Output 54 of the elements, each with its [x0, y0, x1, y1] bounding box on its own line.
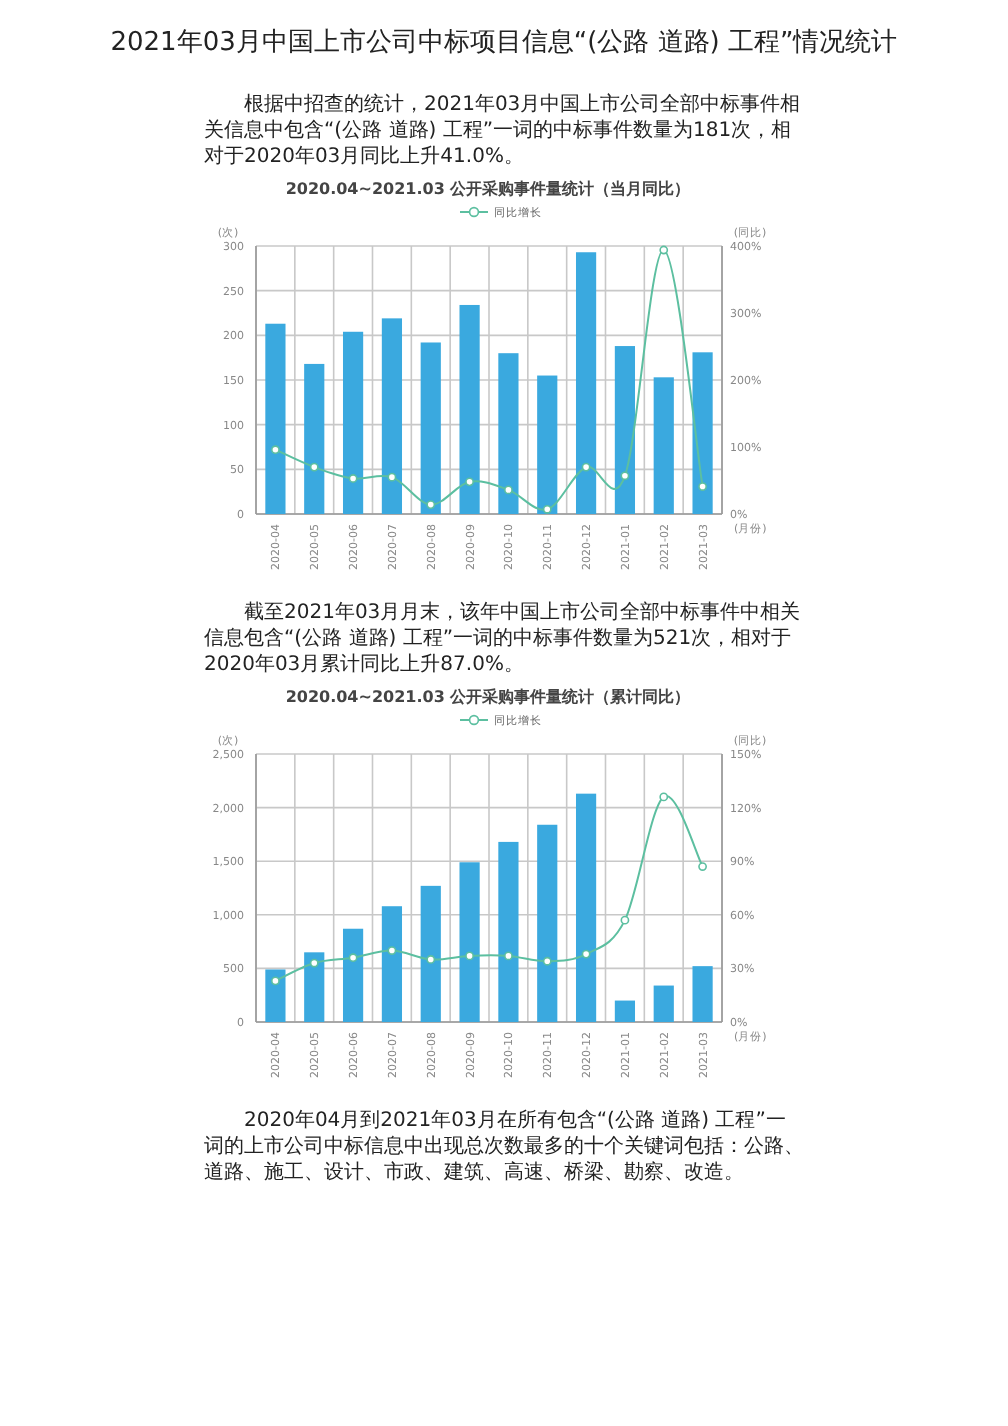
point [698, 862, 707, 871]
bar [459, 304, 480, 514]
point [309, 958, 319, 968]
chart-title: 2020.04~2021.03 公开采购事件量统计（当月同比） [285, 180, 691, 198]
bar [265, 323, 286, 514]
chart-title: 2020.04~2021.03 公开采购事件量统计（累计同比） [285, 688, 691, 706]
point [271, 445, 280, 455]
bar [498, 841, 519, 1022]
bar [420, 342, 441, 514]
bar [653, 985, 674, 1022]
point [465, 477, 474, 487]
text: 2020年04月到2021年03月在所有包含“(公路 道路) 工程”一词的上市公司中标信息中出现总次数最多的十个关键词包括：公路、道路、施工、设计、市政、建筑、高速、桥梁、勘察、改造。 [204, 1108, 804, 1186]
bar [653, 377, 674, 514]
point [309, 462, 319, 472]
point [542, 504, 552, 514]
point [581, 462, 591, 472]
point [620, 471, 630, 481]
bar [537, 824, 558, 1022]
text: 根据中招查的统计，2021年03月中国上市公司全部中标事件相关信息中包含“(公路 道路) 工程”一词的中标事件数量为181次，相对于2020年03月同比上升41.0%。 [204, 92, 803, 170]
point [659, 245, 669, 255]
point [426, 500, 436, 510]
point [542, 956, 552, 966]
point [504, 485, 513, 495]
bar [692, 966, 713, 1022]
point [426, 955, 436, 964]
point [348, 474, 358, 483]
point [698, 482, 707, 491]
bar [304, 363, 325, 514]
bar [614, 346, 636, 514]
point [271, 976, 280, 986]
bar [420, 885, 441, 1022]
bar [498, 353, 519, 514]
point [620, 915, 630, 925]
point [387, 472, 397, 482]
point [659, 792, 669, 802]
bar [614, 1000, 636, 1022]
bar [459, 862, 480, 1022]
point [348, 953, 358, 963]
point [504, 951, 513, 961]
point [465, 951, 474, 961]
bar [304, 952, 325, 1022]
bar [342, 928, 364, 1022]
point [581, 949, 591, 959]
bar [381, 906, 403, 1022]
bar [342, 331, 364, 514]
text: 截至2021年03月月末，该年中国上市公司全部中标事件中相关信息包含“(公路 道路) 工程”一词的中标事件数量为521次，相对于2020年03月累计同比上升87.0%。 [204, 600, 803, 678]
point [387, 946, 397, 955]
bar [575, 793, 597, 1022]
bar [575, 252, 597, 514]
text: 2021年03月中国上市公司中标项目信息“(公路 道路) 工程”情况统计 [108, 26, 900, 62]
bar [692, 352, 713, 514]
bar [381, 318, 403, 514]
bar [265, 969, 286, 1022]
bar [537, 375, 558, 514]
